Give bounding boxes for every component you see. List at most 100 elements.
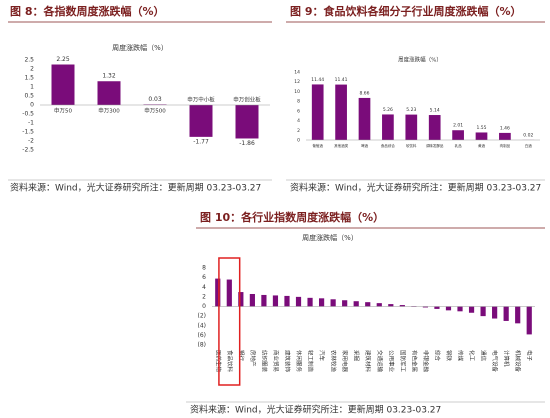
y-tick-label: 6 xyxy=(202,274,206,281)
chart-title: 图 9：食品饮料各细分子行业周度涨跌幅（%） xyxy=(290,4,522,18)
x-tick-label: 汽车 xyxy=(318,350,326,362)
x-tick-label: 有色金属 xyxy=(410,350,418,372)
bar xyxy=(365,302,371,307)
x-tick-label: 葡萄酒 xyxy=(312,143,323,148)
bar xyxy=(307,297,313,307)
bar xyxy=(311,84,324,140)
chart-subtitle: 周度涨跌幅（%） xyxy=(398,56,442,64)
bar xyxy=(434,306,440,309)
data-label: 11.44 xyxy=(311,77,324,83)
y-tick-label: -1.5 xyxy=(22,129,34,136)
bar xyxy=(515,306,521,324)
bar xyxy=(215,278,221,307)
bar xyxy=(330,299,336,307)
x-tick-label: 电子 xyxy=(526,350,534,362)
data-label: 0.02 xyxy=(523,132,533,138)
y-tick-label: 1.5 xyxy=(24,75,34,82)
data-label: 1.46 xyxy=(500,125,510,131)
x-tick-label: 机械设备 xyxy=(514,350,522,373)
x-tick-label: 申万500 xyxy=(144,107,166,115)
y-tick-label: 8 xyxy=(202,265,206,272)
data-label: -1.86 xyxy=(239,140,255,147)
y-tick-label: 0.5 xyxy=(24,93,34,100)
bar xyxy=(249,293,255,307)
x-tick-label: 交通运输 xyxy=(376,350,384,373)
x-tick-label: 申万50 xyxy=(54,107,72,115)
data-label: 5.23 xyxy=(406,107,416,113)
bar xyxy=(405,114,418,140)
bar xyxy=(492,306,498,319)
chart-subtitle: 周度涨跌幅（%） xyxy=(302,233,358,242)
y-tick-label: 14 xyxy=(294,70,300,76)
data-label: 1.55 xyxy=(476,125,486,131)
bar xyxy=(399,305,405,307)
chart-title: 图 10：各行业指数周度涨跌幅（%） xyxy=(200,210,384,224)
x-tick-label: 采掘 xyxy=(353,350,361,362)
bar xyxy=(238,292,244,307)
bar xyxy=(97,81,121,105)
x-tick-label: 非银金融 xyxy=(422,350,430,373)
y-tick-label: 0 xyxy=(202,303,206,310)
y-tick-label: -2.5 xyxy=(22,147,34,154)
data-label: 0.03 xyxy=(148,96,162,103)
y-tick-label: 4 xyxy=(202,284,206,291)
x-tick-label: 通信 xyxy=(480,350,488,362)
y-tick-label: -1 xyxy=(28,120,34,127)
bar xyxy=(452,130,464,140)
x-tick-label: 其他酒类 xyxy=(334,143,348,148)
highlight-box xyxy=(218,257,241,386)
x-tick-label: 白酒 xyxy=(525,143,533,148)
bar xyxy=(284,295,290,307)
x-tick-label: 建筑装饰 xyxy=(283,350,291,373)
bar xyxy=(388,304,394,307)
bar xyxy=(382,114,394,140)
bar xyxy=(376,303,382,307)
bar xyxy=(235,105,259,139)
y-tick-label: 2 xyxy=(297,128,300,134)
bar xyxy=(468,306,475,313)
data-label: 8.66 xyxy=(359,90,369,96)
bar xyxy=(272,295,279,307)
bar xyxy=(51,64,75,105)
x-tick-label: 房地产 xyxy=(249,350,257,367)
bar xyxy=(318,298,325,307)
y-tick-label: -2 xyxy=(28,138,34,145)
bar xyxy=(422,306,429,308)
x-tick-label: 肉制品 xyxy=(500,143,511,148)
bar xyxy=(358,97,371,140)
chart-title: 图 8：各指数周度涨跌幅（%） xyxy=(10,4,165,18)
x-tick-label: 啤酒 xyxy=(361,143,369,148)
y-tick-label: 0 xyxy=(30,102,34,109)
x-tick-label: 计算机 xyxy=(503,350,511,367)
y-tick-label: 2 xyxy=(30,66,34,73)
y-tick-label: 6 xyxy=(297,108,300,114)
y-tick-label: 2.5 xyxy=(24,57,34,64)
x-tick-label: 申万中小板 xyxy=(187,96,215,104)
x-tick-label: 纺织服装 xyxy=(260,350,268,373)
data-label: 5.14 xyxy=(430,108,440,114)
x-tick-label: 国防军工 xyxy=(399,350,407,373)
data-label: 2.25 xyxy=(56,56,70,63)
x-tick-label: 食品饮料 xyxy=(226,350,234,373)
y-tick-label: 8 xyxy=(297,99,300,105)
source-note: 资料来源：Wind，光大证券研究所注：更新周期 03.23-03.27 xyxy=(290,182,541,194)
x-tick-label: 软饮料 xyxy=(406,143,417,148)
x-tick-label: 综合 xyxy=(433,350,441,362)
y-tick-label: (2) xyxy=(198,313,207,320)
x-tick-label: 调味发酵品 xyxy=(426,143,444,148)
source-note: 资料来源：Wind，光大证券研究所注：更新周期 03.23-03.27 xyxy=(10,182,261,194)
x-tick-label: 传媒 xyxy=(457,350,465,362)
data-label: 2.01 xyxy=(453,123,463,129)
data-label: 5.26 xyxy=(383,107,393,113)
x-tick-label: 轻工制造 xyxy=(307,350,315,373)
y-tick-label: (4) xyxy=(198,322,207,329)
source-note: 资料来源：Wind，光大证券研究所注：更新周期 03.23-03.27 xyxy=(190,404,441,416)
x-tick-label: 钢铁 xyxy=(445,350,453,362)
x-tick-label: 银行 xyxy=(237,350,245,362)
x-tick-label: 休闲服务 xyxy=(295,350,303,373)
data-label: 11.41 xyxy=(335,77,348,83)
y-tick-label: (8) xyxy=(198,342,207,349)
x-tick-label: 黄酒 xyxy=(478,143,486,148)
